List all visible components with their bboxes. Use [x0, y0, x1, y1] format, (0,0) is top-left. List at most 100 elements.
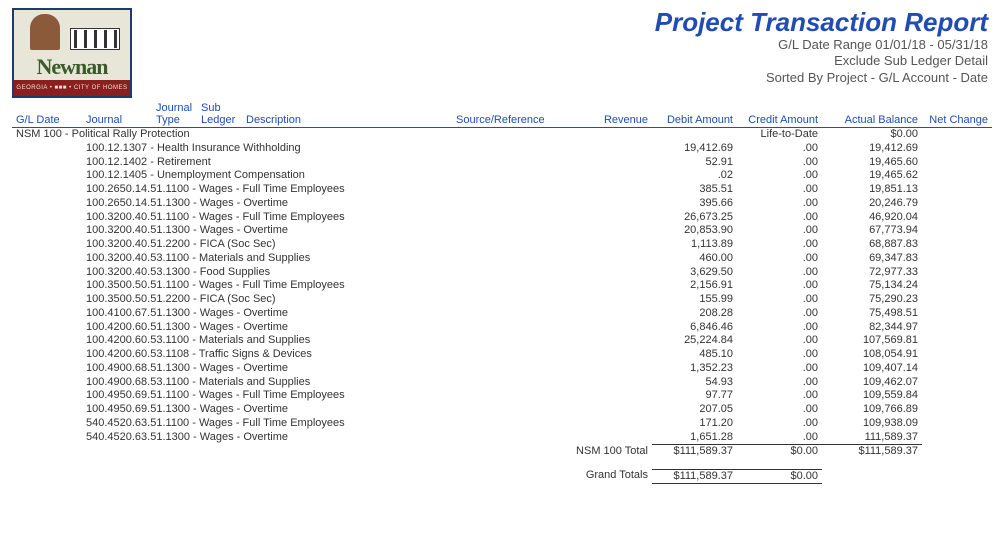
account-desc: 100.3200.40.53.1300 - Food Supplies — [82, 266, 582, 280]
account-desc: 540.4520.63.51.1300 - Wages - Overtime — [82, 431, 582, 445]
actual-balance: 19,465.60 — [822, 156, 922, 170]
report-title: Project Transaction Report — [655, 8, 988, 37]
section-total-row: NSM 100 Total$111,589.37$0.00$111,589.37 — [12, 445, 992, 459]
table-row: 540.4520.63.51.1300 - Wages - Overtime 1,… — [12, 431, 992, 445]
life-to-date-label: Life-to-Date — [737, 128, 822, 142]
actual-balance: 19,412.69 — [822, 142, 922, 156]
credit-amount: .00 — [737, 169, 822, 183]
col-gldate: G/L Date — [12, 102, 82, 128]
actual-balance: 68,887.83 — [822, 238, 922, 252]
table-row: 100.3200.40.53.1300 - Food Supplies 3,629… — [12, 266, 992, 280]
credit-amount: .00 — [737, 321, 822, 335]
table-row: 100.3200.40.51.1300 - Wages - Overtime20… — [12, 224, 992, 238]
account-desc: 100.4950.69.51.1300 - Wages - Overtime — [82, 403, 582, 417]
section-total-label: NSM 100 Total — [12, 445, 652, 459]
col-sub: Sub Ledger — [197, 102, 242, 128]
transaction-table: G/L Date Journal Journal Type Sub Ledger… — [12, 102, 992, 484]
account-desc: 100.3500.50.51.1100 - Wages - Full Time … — [82, 279, 582, 293]
subtitle-exclude: Exclude Sub Ledger Detail — [655, 53, 988, 70]
col-debit: Debit Amount — [652, 102, 737, 128]
debit-amount: 208.28 — [652, 307, 737, 321]
credit-amount: .00 — [737, 334, 822, 348]
debit-amount: 26,673.25 — [652, 211, 737, 225]
account-desc: 100.4950.69.51.1100 - Wages - Full Time … — [82, 389, 582, 403]
actual-balance: 69,347.83 — [822, 252, 922, 266]
credit-amount: .00 — [737, 431, 822, 445]
actual-balance: 109,407.14 — [822, 362, 922, 376]
debit-amount: 54.93 — [652, 376, 737, 390]
actual-balance: 19,851.13 — [822, 183, 922, 197]
account-desc: 100.4200.60.53.1108 - Traffic Signs & De… — [82, 348, 582, 362]
credit-amount: .00 — [737, 403, 822, 417]
actual-balance: 82,344.97 — [822, 321, 922, 335]
table-row: 100.4900.68.51.1300 - Wages - Overtime1,… — [12, 362, 992, 376]
account-desc: 100.4200.60.53.1100 - Materials and Supp… — [82, 334, 582, 348]
account-desc: 100.3500.50.51.2200 - FICA (Soc Sec) — [82, 293, 582, 307]
table-row: 100.4200.60.53.1108 - Traffic Signs & De… — [12, 348, 992, 362]
actual-balance: 108,054.91 — [822, 348, 922, 362]
account-desc: 100.12.1405 - Unemployment Compensation — [82, 169, 582, 183]
account-desc: 100.4200.60.51.1300 - Wages - Overtime — [82, 321, 582, 335]
actual-balance: 109,462.07 — [822, 376, 922, 390]
debit-amount: 25,224.84 — [652, 334, 737, 348]
table-row: 100.3200.40.53.1100 - Materials and Supp… — [12, 252, 992, 266]
debit-amount: 97.77 — [652, 389, 737, 403]
actual-balance: 109,938.09 — [822, 417, 922, 431]
account-desc: 100.2650.14.51.1100 - Wages - Full Time … — [82, 183, 582, 197]
col-desc: Description — [242, 102, 452, 128]
actual-balance: 67,773.94 — [822, 224, 922, 238]
table-row: 100.12.1307 - Health Insurance Withholdi… — [12, 142, 992, 156]
account-desc: 100.3200.40.51.1100 - Wages - Full Time … — [82, 211, 582, 225]
account-desc: 100.2650.14.51.1300 - Wages - Overtime — [82, 197, 582, 211]
section-total-balance: $111,589.37 — [822, 445, 922, 459]
account-desc: 100.3200.40.51.2200 - FICA (Soc Sec) — [82, 238, 582, 252]
table-row: 100.4100.67.51.1300 - Wages - Overtime 20… — [12, 307, 992, 321]
credit-amount: .00 — [737, 156, 822, 170]
debit-amount: .02 — [652, 169, 737, 183]
debit-amount: 485.10 — [652, 348, 737, 362]
table-row: 100.3500.50.51.2200 - FICA (Soc Sec) 155.… — [12, 293, 992, 307]
credit-amount: .00 — [737, 279, 822, 293]
table-row: 100.12.1405 - Unemployment Compensation.… — [12, 169, 992, 183]
actual-balance: 72,977.33 — [822, 266, 922, 280]
credit-amount: .00 — [737, 197, 822, 211]
col-net: Net Change — [922, 102, 992, 128]
debit-amount: 2,156.91 — [652, 279, 737, 293]
account-desc: 540.4520.63.51.1100 - Wages - Full Time … — [82, 417, 582, 431]
subtitle-sorted: Sorted By Project - G/L Account - Date — [655, 70, 988, 87]
logo-bar-text: GEORGIA • ■■■ • CITY OF HOMES — [14, 80, 130, 96]
credit-amount: .00 — [737, 266, 822, 280]
debit-amount: 1,113.89 — [652, 238, 737, 252]
account-desc: 100.4100.67.51.1300 - Wages - Overtime — [82, 307, 582, 321]
actual-balance: 75,290.23 — [822, 293, 922, 307]
debit-amount: 1,651.28 — [652, 431, 737, 445]
grand-total-row: Grand Totals$111,589.37$0.00 — [12, 469, 992, 484]
col-jtype: Journal Type — [152, 102, 197, 128]
table-row: 100.4950.69.51.1100 - Wages - Full Time … — [12, 389, 992, 403]
actual-balance: 109,766.89 — [822, 403, 922, 417]
table-row: 100.3500.50.51.1100 - Wages - Full Time … — [12, 279, 992, 293]
col-credit: Credit Amount — [737, 102, 822, 128]
section-total-debit: $111,589.37 — [652, 445, 737, 459]
debit-amount: 3,629.50 — [652, 266, 737, 280]
account-desc: 100.12.1402 - Retirement — [82, 156, 582, 170]
account-desc: 100.12.1307 - Health Insurance Withholdi… — [82, 142, 582, 156]
credit-amount: .00 — [737, 348, 822, 362]
credit-amount: .00 — [737, 376, 822, 390]
account-desc: 100.3200.40.53.1100 - Materials and Supp… — [82, 252, 582, 266]
debit-amount: 6,846.46 — [652, 321, 737, 335]
actual-balance: 111,589.37 — [822, 431, 922, 445]
table-row: 100.4200.60.51.1300 - Wages - Overtime 6,… — [12, 321, 992, 335]
debit-amount: 460.00 — [652, 252, 737, 266]
actual-balance: 20,246.79 — [822, 197, 922, 211]
debit-amount: 155.99 — [652, 293, 737, 307]
subtitle-date-range: G/L Date Range 01/01/18 - 05/31/18 — [655, 37, 988, 54]
grand-total-credit: $0.00 — [737, 469, 822, 484]
table-row: 100.4900.68.53.1100 - Materials and Supp… — [12, 376, 992, 390]
credit-amount: .00 — [737, 224, 822, 238]
credit-amount: .00 — [737, 183, 822, 197]
actual-balance: 75,134.24 — [822, 279, 922, 293]
table-row: 100.2650.14.51.1300 - Wages - Overtime39… — [12, 197, 992, 211]
actual-balance: 107,569.81 — [822, 334, 922, 348]
credit-amount: .00 — [737, 417, 822, 431]
